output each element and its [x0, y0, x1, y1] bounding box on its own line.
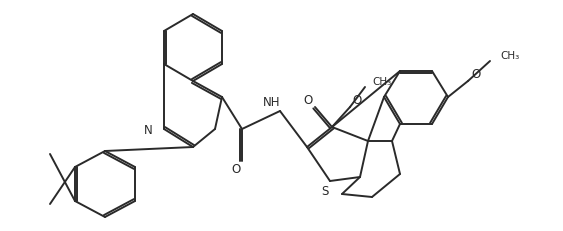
Text: O: O — [471, 68, 481, 81]
Text: O: O — [303, 93, 312, 106]
Text: O: O — [352, 93, 361, 106]
Text: S: S — [321, 185, 329, 198]
Text: N: N — [144, 123, 153, 136]
Text: CH₃: CH₃ — [500, 51, 519, 61]
Text: CH₃: CH₃ — [372, 77, 391, 87]
Text: NH: NH — [263, 96, 281, 109]
Text: O: O — [231, 163, 240, 176]
